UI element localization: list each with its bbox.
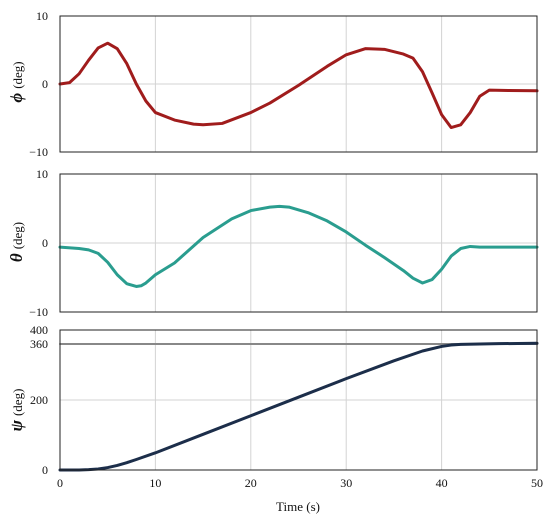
y-tick-label: 400 bbox=[30, 323, 48, 337]
plot-frame bbox=[59, 173, 538, 313]
y-tick-label: 360 bbox=[30, 337, 48, 351]
x-tick-label: 10 bbox=[149, 476, 161, 490]
plot-frame bbox=[59, 15, 538, 153]
y-axis-unit: (deg) bbox=[10, 222, 25, 249]
x-tick-label: 50 bbox=[531, 476, 543, 490]
y-tick-label: −10 bbox=[29, 145, 48, 159]
x-tick-label: 30 bbox=[340, 476, 352, 490]
y-axis-unit: (deg) bbox=[10, 61, 25, 88]
y-tick-label: 10 bbox=[36, 9, 48, 23]
y-axis-symbol: ψ bbox=[7, 419, 26, 431]
series-line-2 bbox=[58, 341, 539, 472]
y-tick-label: 200 bbox=[30, 393, 48, 407]
series-line-1 bbox=[58, 204, 539, 288]
y-axis-symbol: θ bbox=[7, 253, 26, 262]
series-line-1 bbox=[58, 41, 539, 130]
y-tick-label: 0 bbox=[42, 236, 48, 250]
y-axis-label: ψ (deg) bbox=[7, 389, 26, 432]
y-tick-label: −10 bbox=[29, 305, 48, 319]
plot-frame bbox=[59, 329, 538, 471]
y-axis-unit: (deg) bbox=[10, 389, 25, 416]
x-axis-label: Time (s) bbox=[276, 499, 320, 514]
x-tick-label: 0 bbox=[57, 476, 63, 490]
y-axis-label: θ (deg) bbox=[7, 222, 26, 262]
y-tick-label: 0 bbox=[42, 463, 48, 477]
y-axis-label: ϕ (deg) bbox=[7, 61, 26, 102]
y-tick-label: 10 bbox=[36, 167, 48, 181]
x-tick-label: 20 bbox=[245, 476, 257, 490]
panel-2: −10 0 10 θ (deg) bbox=[7, 167, 539, 319]
panel-1: −10 0 10 ϕ (deg) bbox=[7, 9, 539, 159]
y-tick-label: 0 bbox=[42, 77, 48, 91]
y-axis-symbol: ϕ bbox=[7, 93, 26, 103]
x-tick-label: 40 bbox=[436, 476, 448, 490]
